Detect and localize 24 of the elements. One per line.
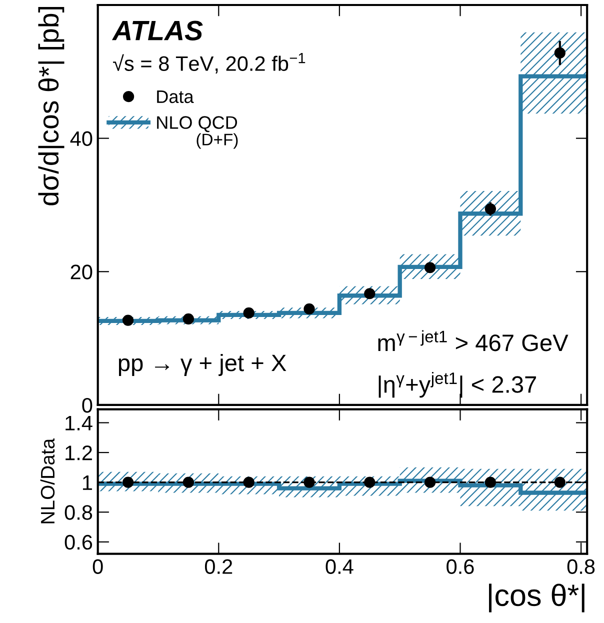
x-tick-label: 0 <box>92 559 103 574</box>
y-tick-label: 40 <box>70 131 92 146</box>
annotation: ATLAS <box>112 20 203 40</box>
x-tick-label: 0.6 <box>446 559 474 574</box>
annotation: m$^{γ−jet1}$ > 467 GeV <box>378 330 568 352</box>
y-tick-label: 20 <box>70 264 92 280</box>
y-tick-label: 1.2 <box>66 446 92 460</box>
y-axis-title: NLO/Data <box>40 438 55 524</box>
y-axis-title: dσ/d|cos θ*| [pb] <box>38 6 64 206</box>
x-tick-label: 0.2 <box>204 559 232 574</box>
annotation: √s = 8 TeV, 20.2 fb$^{−1}$ <box>113 53 306 74</box>
annotation: |η$^{γ}$+y$^{jet1}$| < 2.37 <box>378 372 536 398</box>
y-tick-label: 1 <box>82 476 92 490</box>
legend-label: Data <box>157 90 194 104</box>
y-tick-label: 0.6 <box>64 534 92 550</box>
annotation: pp → γ + jet + X <box>118 354 286 376</box>
y-tick-label: 0.8 <box>64 505 92 520</box>
legend-label: NLO QCD <box>157 116 238 132</box>
y-tick-label: 1.4 <box>66 416 92 430</box>
annotation: (D+F) <box>196 133 238 149</box>
y-tick-label: 0 <box>82 398 92 413</box>
x-tick-label: 0.8 <box>567 559 595 574</box>
x-tick-label: 0.4 <box>326 559 354 574</box>
x-axis-title: |cos θ*| <box>489 584 584 612</box>
